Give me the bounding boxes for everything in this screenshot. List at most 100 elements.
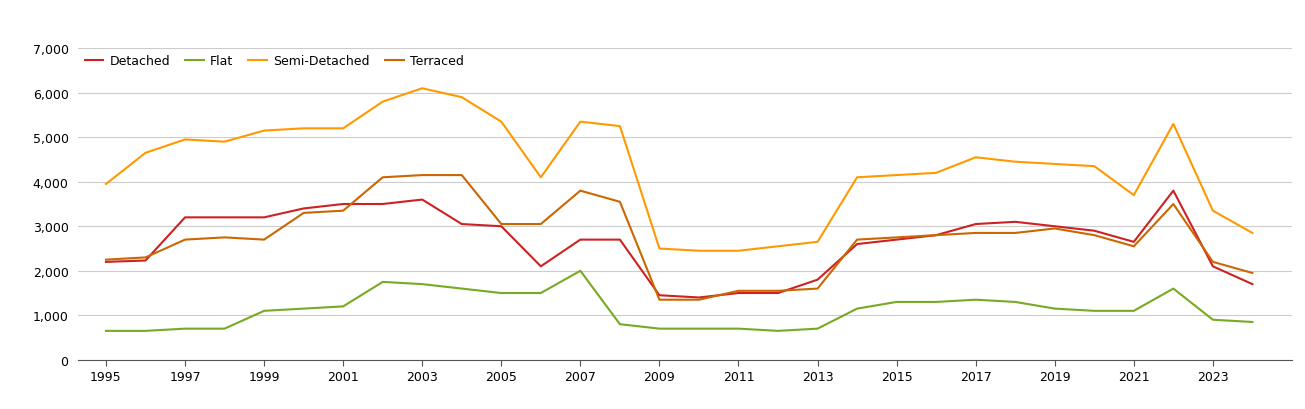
Semi-Detached: [335, 126, 351, 131]
Detached: [809, 278, 825, 283]
Semi-Detached: [454, 95, 470, 100]
Terraced: [493, 222, 509, 227]
Detached: [217, 216, 232, 220]
Terraced: [573, 189, 589, 193]
Semi-Detached: [692, 249, 707, 254]
Terraced: [692, 297, 707, 302]
Terraced: [454, 173, 470, 178]
Terraced: [415, 173, 431, 178]
Terraced: [1007, 231, 1023, 236]
Terraced: [296, 211, 312, 216]
Flat: [532, 291, 548, 296]
Semi-Detached: [651, 247, 667, 252]
Flat: [217, 326, 232, 331]
Semi-Detached: [98, 182, 114, 187]
Flat: [1126, 309, 1142, 314]
Detached: [1007, 220, 1023, 225]
Detached: [1126, 240, 1142, 245]
Terraced: [1126, 244, 1142, 249]
Detached: [137, 258, 153, 263]
Flat: [98, 328, 114, 333]
Flat: [335, 304, 351, 309]
Semi-Detached: [1047, 162, 1062, 167]
Terraced: [928, 233, 944, 238]
Semi-Detached: [217, 140, 232, 145]
Detached: [256, 216, 271, 220]
Semi-Detached: [1165, 122, 1181, 127]
Flat: [612, 322, 628, 327]
Semi-Detached: [137, 151, 153, 156]
Flat: [968, 297, 984, 302]
Detached: [573, 238, 589, 243]
Flat: [1205, 317, 1220, 322]
Detached: [335, 202, 351, 207]
Detached: [651, 293, 667, 298]
Detached: [692, 295, 707, 300]
Terraced: [1165, 202, 1181, 207]
Flat: [177, 326, 193, 331]
Line: Flat: Flat: [106, 271, 1253, 331]
Flat: [573, 269, 589, 274]
Semi-Detached: [573, 120, 589, 125]
Flat: [454, 286, 470, 291]
Semi-Detached: [968, 155, 984, 160]
Semi-Detached: [532, 175, 548, 180]
Semi-Detached: [809, 240, 825, 245]
Detached: [177, 216, 193, 220]
Terraced: [889, 235, 904, 240]
Terraced: [217, 235, 232, 240]
Terraced: [968, 231, 984, 236]
Legend: Detached, Flat, Semi-Detached, Terraced: Detached, Flat, Semi-Detached, Terraced: [85, 55, 463, 68]
Semi-Detached: [770, 244, 786, 249]
Flat: [809, 326, 825, 331]
Terraced: [1087, 233, 1103, 238]
Detached: [1165, 189, 1181, 193]
Terraced: [98, 258, 114, 263]
Semi-Detached: [256, 129, 271, 134]
Terraced: [375, 175, 390, 180]
Flat: [889, 300, 904, 305]
Flat: [770, 328, 786, 333]
Semi-Detached: [612, 124, 628, 129]
Terraced: [850, 238, 865, 243]
Detached: [98, 260, 114, 265]
Detached: [454, 222, 470, 227]
Flat: [1165, 286, 1181, 291]
Semi-Detached: [415, 87, 431, 92]
Detached: [1047, 224, 1062, 229]
Flat: [850, 306, 865, 311]
Detached: [770, 291, 786, 296]
Terraced: [1205, 260, 1220, 265]
Flat: [493, 291, 509, 296]
Flat: [651, 326, 667, 331]
Detached: [1245, 282, 1261, 287]
Detached: [1205, 264, 1220, 269]
Detached: [889, 238, 904, 243]
Detached: [731, 291, 746, 296]
Flat: [1047, 306, 1062, 311]
Detached: [968, 222, 984, 227]
Flat: [731, 326, 746, 331]
Detached: [612, 238, 628, 243]
Flat: [928, 300, 944, 305]
Flat: [1087, 309, 1103, 314]
Terraced: [177, 238, 193, 243]
Semi-Detached: [928, 171, 944, 176]
Flat: [296, 306, 312, 311]
Detached: [1087, 229, 1103, 234]
Flat: [1007, 300, 1023, 305]
Terraced: [651, 297, 667, 302]
Line: Detached: Detached: [106, 191, 1253, 298]
Semi-Detached: [1126, 193, 1142, 198]
Semi-Detached: [850, 175, 865, 180]
Detached: [375, 202, 390, 207]
Flat: [415, 282, 431, 287]
Semi-Detached: [375, 100, 390, 105]
Terraced: [335, 209, 351, 213]
Detached: [850, 242, 865, 247]
Semi-Detached: [1007, 160, 1023, 165]
Terraced: [770, 289, 786, 294]
Terraced: [532, 222, 548, 227]
Flat: [256, 309, 271, 314]
Terraced: [1245, 271, 1261, 276]
